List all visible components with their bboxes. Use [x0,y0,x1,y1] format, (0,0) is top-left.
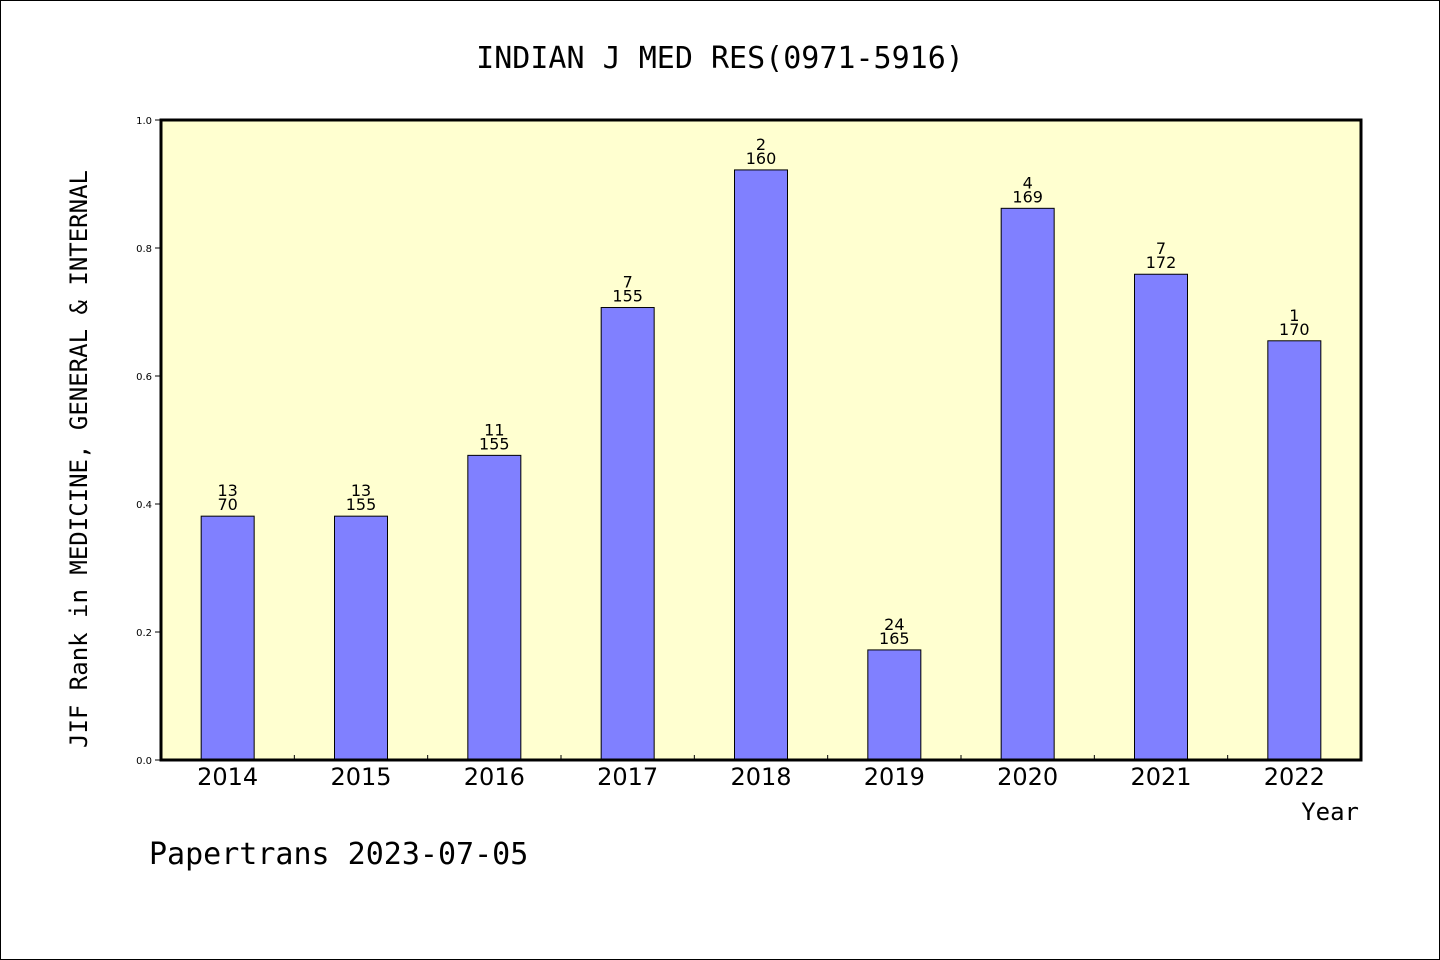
x-tick-label: 2017 [597,763,658,791]
bar [467,454,522,761]
y-tick-label: 0.8 [136,244,152,255]
bar [734,169,788,761]
x-tick-label: 2015 [330,763,391,791]
plot-border [159,118,1363,762]
bar [867,649,922,761]
data-label-total: 155 [346,495,377,514]
bar [600,307,655,761]
data-label-rank: 1 [1289,306,1299,325]
y-axis: 0.0 0.2 0.4 0.6 0.8 1.0 [136,116,161,767]
footer-credit: Papertrans 2023-07-05 [149,837,528,872]
bar [200,515,255,761]
data-label-rank: 11 [484,420,504,439]
x-tick-label: 2021 [1130,763,1191,791]
y-tick-label: 0.2 [136,628,152,639]
bar [1267,340,1322,761]
data-label-rank: 7 [623,273,633,292]
data-label-total: 155 [479,434,510,453]
x-tick-label: 2020 [997,763,1058,791]
data-label-rank: 24 [884,615,904,634]
data-label-total: 155 [612,287,643,306]
data-label-total: 172 [1146,253,1177,272]
x-axis-label: Year [1301,798,1359,826]
data-label-total: 169 [1012,187,1043,206]
y-axis-label: JIF Rank in MEDICINE, GENERAL & INTERNAL [65,170,93,748]
data-label-total: 70 [217,495,237,514]
data-label-total: 160 [746,149,777,168]
x-tick-label: 2019 [864,763,925,791]
chart-title: INDIAN J MED RES(0971-5916) [476,41,964,76]
data-label-rank: 2 [756,135,766,154]
y-tick-label: 0.6 [136,372,152,383]
x-axis: 2014 2015 2016 2017 2018 2019 2020 2021 2022 [197,755,1325,791]
data-label-rank: 7 [1156,239,1166,258]
bar [1134,273,1188,761]
y-tick-label: 1.0 [136,116,152,127]
x-tick-label: 2018 [730,763,791,791]
data-label-rank: 13 [351,481,371,500]
bar-series [200,169,1322,761]
bar [1000,207,1055,761]
data-label-rank: 4 [1023,173,1033,192]
x-tick-label: 2014 [197,763,258,791]
data-label-total: 165 [879,629,910,648]
x-tick-label: 2016 [464,763,525,791]
data-label-total: 170 [1279,320,1310,339]
y-tick-label: 0.0 [136,756,152,767]
x-tick-label: 2022 [1264,763,1325,791]
bar [334,515,388,761]
data-label-rank: 13 [217,481,237,500]
y-tick-label: 0.4 [136,500,152,511]
